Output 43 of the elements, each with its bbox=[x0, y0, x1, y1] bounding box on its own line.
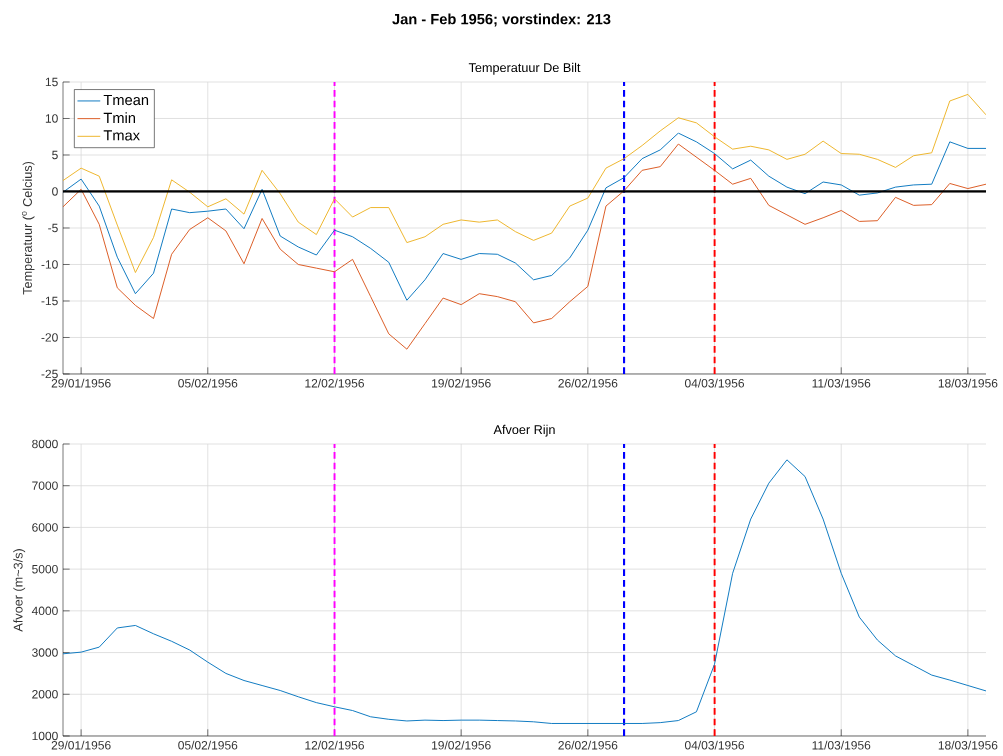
y-tick-label: 6000 bbox=[32, 523, 58, 532]
legend-label: Tmin bbox=[103, 112, 135, 123]
chart-title: Jan - Feb 1956; vorstindex: 213 bbox=[392, 13, 611, 27]
y-tick-label: -10 bbox=[41, 260, 58, 269]
x-tick-label: 29/01/1956 bbox=[51, 740, 111, 750]
chart-title: Afvoer Rijn bbox=[493, 424, 555, 437]
x-tick-label: 26/02/1956 bbox=[558, 740, 618, 750]
y-tick-label: -15 bbox=[41, 296, 58, 306]
legend-label: Tmax bbox=[103, 130, 140, 141]
y-tick-label: 5 bbox=[52, 150, 58, 160]
y-tick-label: 3000 bbox=[32, 648, 58, 657]
y-tick-label: 10 bbox=[45, 114, 58, 123]
y-axis-title: Afvoer (m~3/s) bbox=[13, 549, 26, 632]
x-tick-label: 19/02/1956 bbox=[432, 740, 491, 750]
y-tick-label: 1000 bbox=[32, 731, 58, 741]
x-tick-label: 04/03/1956 bbox=[684, 378, 745, 388]
y-tick-label: -20 bbox=[41, 333, 58, 342]
chart-subtitle: Temperatuur De Bilt bbox=[468, 62, 581, 75]
x-tick-label: 12/02/1956 bbox=[305, 740, 364, 750]
x-tick-label: 26/02/1956 bbox=[558, 378, 618, 388]
y-axis-title: Temperatuur ($^{o}$ Celcius) bbox=[21, 161, 35, 295]
x-tick-label: 29/01/1956 bbox=[51, 378, 111, 388]
x-tick-label: 11/03/1956 bbox=[812, 378, 871, 388]
y-tick-label: -25 bbox=[41, 369, 58, 379]
legend-label: Tmean bbox=[103, 94, 149, 106]
x-tick-label: 05/02/1956 bbox=[178, 378, 238, 388]
y-tick-label: 4000 bbox=[31, 606, 58, 616]
y-tick-label: 2000 bbox=[32, 690, 58, 699]
y-tick-label: 8000 bbox=[32, 439, 58, 449]
line-series bbox=[63, 132, 986, 301]
y-tick-label: -5 bbox=[48, 223, 58, 233]
y-tick-label: 0 bbox=[52, 187, 58, 196]
x-tick-label: 19/02/1956 bbox=[432, 378, 491, 388]
line-series bbox=[63, 93, 986, 273]
y-tick-label: 5000 bbox=[32, 564, 58, 574]
x-tick-label: 11/03/1956 bbox=[812, 740, 871, 750]
x-tick-label: 04/03/1956 bbox=[684, 740, 745, 750]
y-tick-label: 7000 bbox=[32, 481, 58, 490]
y-tick-label: 15 bbox=[45, 77, 58, 87]
x-tick-label: 12/02/1956 bbox=[305, 378, 364, 388]
x-tick-label: 18/03/1956 bbox=[938, 740, 998, 750]
x-tick-label: 18/03/1956 bbox=[938, 378, 998, 388]
x-tick-label: 05/02/1956 bbox=[178, 740, 238, 750]
